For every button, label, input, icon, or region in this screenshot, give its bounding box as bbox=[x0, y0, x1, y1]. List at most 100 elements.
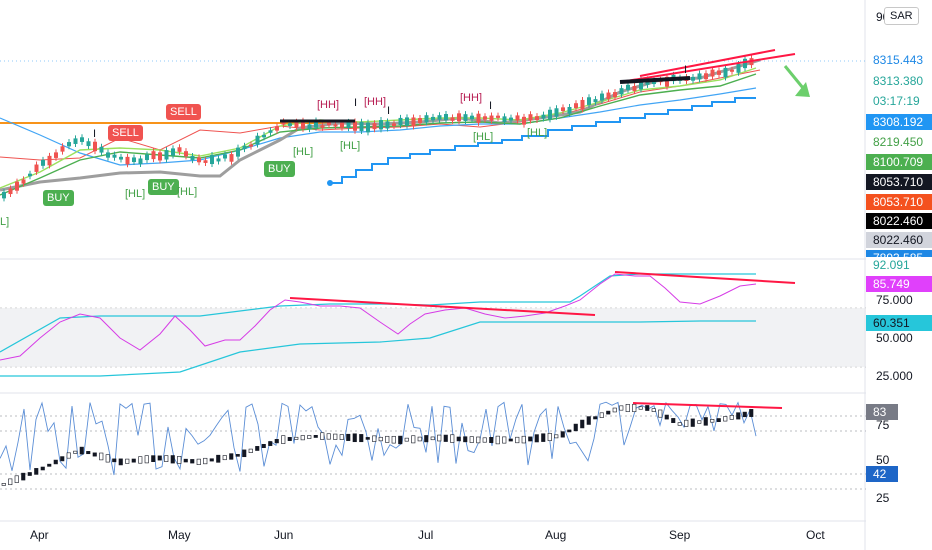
candle[interactable] bbox=[2, 191, 6, 199]
candle[interactable] bbox=[112, 154, 117, 158]
candle[interactable] bbox=[600, 93, 604, 101]
indicator-trend-line-2[interactable] bbox=[614, 271, 796, 284]
candle[interactable] bbox=[405, 117, 409, 126]
candle[interactable] bbox=[710, 69, 715, 77]
ma-blue[interactable] bbox=[0, 87, 757, 166]
candle[interactable] bbox=[379, 120, 383, 130]
candle[interactable] bbox=[450, 117, 455, 121]
candle[interactable] bbox=[28, 173, 32, 177]
sell-signal[interactable]: SELL bbox=[108, 125, 143, 141]
candle[interactable] bbox=[398, 117, 403, 126]
candle[interactable] bbox=[424, 115, 429, 123]
candle[interactable] bbox=[223, 154, 227, 159]
candle[interactable] bbox=[294, 121, 299, 128]
candle[interactable] bbox=[255, 135, 260, 145]
candle[interactable] bbox=[613, 92, 617, 98]
candle[interactable] bbox=[8, 188, 13, 195]
rsi-trend-line[interactable] bbox=[632, 402, 783, 409]
candle[interactable] bbox=[587, 97, 591, 105]
candle[interactable] bbox=[697, 73, 702, 80]
candle[interactable] bbox=[431, 116, 435, 121]
candle[interactable] bbox=[470, 115, 474, 120]
sar-badge[interactable]: SAR bbox=[884, 7, 919, 25]
trend-line-rising[interactable] bbox=[619, 53, 796, 83]
candle[interactable] bbox=[691, 76, 695, 81]
candle[interactable] bbox=[67, 142, 71, 147]
candle[interactable] bbox=[60, 146, 65, 152]
buy-signal[interactable]: BUY bbox=[264, 161, 295, 177]
candle[interactable] bbox=[190, 156, 195, 161]
candle[interactable] bbox=[301, 120, 305, 129]
candle[interactable] bbox=[522, 116, 526, 125]
candle[interactable] bbox=[229, 154, 234, 162]
candle[interactable] bbox=[619, 88, 624, 95]
candle[interactable] bbox=[730, 69, 734, 72]
candle[interactable] bbox=[132, 157, 136, 163]
candle[interactable] bbox=[177, 147, 182, 152]
candle[interactable] bbox=[502, 116, 507, 123]
candle[interactable] bbox=[476, 113, 481, 123]
candle[interactable] bbox=[86, 141, 91, 147]
candle[interactable] bbox=[736, 63, 741, 73]
buy-signal[interactable]: BUY bbox=[43, 190, 74, 206]
candle[interactable] bbox=[106, 152, 110, 158]
sar-start-dot[interactable] bbox=[327, 180, 333, 186]
candle[interactable] bbox=[242, 145, 247, 150]
candle[interactable] bbox=[41, 159, 45, 166]
candle[interactable] bbox=[353, 121, 357, 131]
candle[interactable] bbox=[249, 144, 253, 147]
candle[interactable] bbox=[509, 117, 513, 121]
candle[interactable] bbox=[197, 157, 201, 163]
candle[interactable] bbox=[626, 84, 630, 90]
candle[interactable] bbox=[346, 121, 351, 129]
candle[interactable] bbox=[444, 114, 448, 121]
candle[interactable] bbox=[632, 86, 637, 92]
candle[interactable] bbox=[418, 118, 422, 124]
candle[interactable] bbox=[210, 155, 214, 165]
candle[interactable] bbox=[262, 134, 266, 138]
candle[interactable] bbox=[437, 115, 442, 120]
candle[interactable] bbox=[489, 115, 494, 121]
candle[interactable] bbox=[151, 151, 156, 160]
candle[interactable] bbox=[515, 115, 520, 121]
candle[interactable] bbox=[80, 137, 84, 142]
candle[interactable] bbox=[15, 181, 19, 191]
candle[interactable] bbox=[463, 114, 468, 121]
candle[interactable] bbox=[268, 130, 273, 133]
rsi-line[interactable] bbox=[0, 401, 757, 476]
candle[interactable] bbox=[548, 109, 552, 120]
candle[interactable] bbox=[203, 160, 208, 163]
candle[interactable] bbox=[320, 125, 325, 128]
candle[interactable] bbox=[288, 123, 292, 126]
candle[interactable] bbox=[606, 92, 611, 99]
candle[interactable] bbox=[743, 58, 747, 69]
candle[interactable] bbox=[496, 115, 500, 118]
candle[interactable] bbox=[34, 164, 39, 172]
candle[interactable] bbox=[359, 121, 364, 132]
candle[interactable] bbox=[340, 122, 344, 128]
trend-line-upper[interactable] bbox=[639, 49, 776, 77]
candle[interactable] bbox=[216, 158, 221, 162]
candles-group[interactable] bbox=[2, 55, 754, 202]
candle[interactable] bbox=[158, 152, 162, 161]
candle[interactable] bbox=[541, 114, 546, 119]
candle[interactable] bbox=[574, 103, 578, 109]
indicator-trend-line[interactable] bbox=[289, 297, 596, 316]
candle[interactable] bbox=[47, 155, 52, 166]
indicator-cyan-lower[interactable] bbox=[0, 320, 756, 377]
candle[interactable] bbox=[639, 79, 643, 90]
candle[interactable] bbox=[567, 107, 572, 114]
candle[interactable] bbox=[385, 121, 390, 129]
candle[interactable] bbox=[333, 124, 338, 127]
candle[interactable] bbox=[665, 76, 669, 87]
candle[interactable] bbox=[307, 124, 312, 130]
candle[interactable] bbox=[554, 108, 559, 117]
candle[interactable] bbox=[125, 156, 130, 165]
candle[interactable] bbox=[236, 147, 240, 157]
chart-canvas[interactable] bbox=[0, 0, 866, 550]
candle[interactable] bbox=[164, 150, 169, 160]
candle[interactable] bbox=[314, 120, 318, 128]
candle[interactable] bbox=[184, 151, 188, 157]
candle[interactable] bbox=[366, 122, 370, 133]
